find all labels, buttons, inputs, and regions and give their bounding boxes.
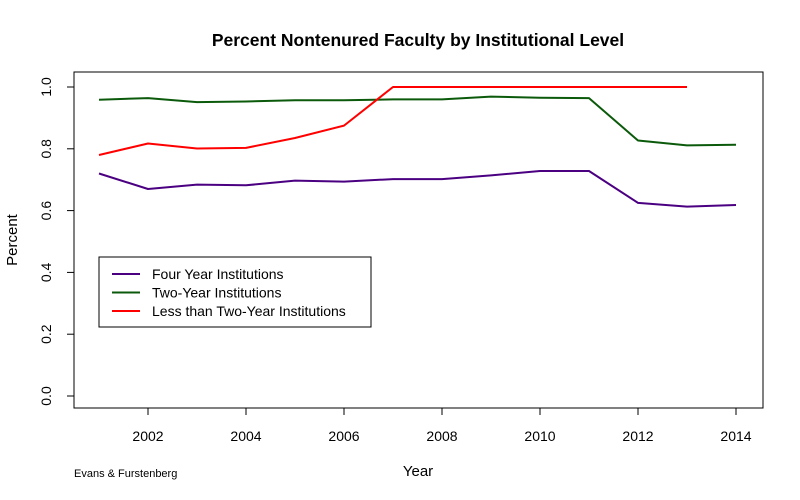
credit-text: Evans & Furstenberg [74, 468, 177, 480]
legend-label: Two-Year Institutions [152, 285, 281, 301]
x-tick-label: 2008 [426, 428, 457, 444]
series-line-2 [98, 95, 737, 147]
y-tick-label: 0.4 [38, 262, 54, 282]
x-axis-label: Year [403, 463, 433, 480]
legend-box [98, 256, 372, 328]
series-layer [98, 86, 737, 208]
x-tick-label: 2014 [720, 428, 751, 444]
series-line-1 [98, 170, 737, 208]
plot-frame [73, 71, 764, 409]
series-line-3 [98, 86, 687, 156]
x-tick-label: 2002 [132, 428, 163, 444]
y-tick-label: 0.6 [38, 201, 54, 221]
y-tick-label: 1.0 [38, 77, 54, 97]
legend-label: Less than Two-Year Institutions [152, 303, 346, 319]
legend-label: Four Year Institutions [152, 266, 284, 282]
y-tick-label: 0.2 [38, 324, 54, 344]
y-tick-label: 0.0 [38, 386, 54, 406]
x-tick-label: 2006 [328, 428, 359, 444]
x-tick-label: 2004 [230, 428, 261, 444]
x-axis: 2002 2004 2006 2008 2010 2012 2014 [132, 408, 752, 444]
y-axis: 0.0 0.2 0.4 0.6 0.8 1.0 [38, 77, 74, 406]
legend: Four Year Institutions Two-Year Instituti… [98, 256, 372, 328]
chart-title: Percent Nontenured Faculty by Institutio… [212, 30, 624, 50]
x-tick-label: 2012 [622, 428, 653, 444]
x-tick-label: 2010 [524, 428, 555, 444]
y-tick-label: 0.8 [38, 139, 54, 159]
y-axis-label: Percent [4, 213, 21, 266]
